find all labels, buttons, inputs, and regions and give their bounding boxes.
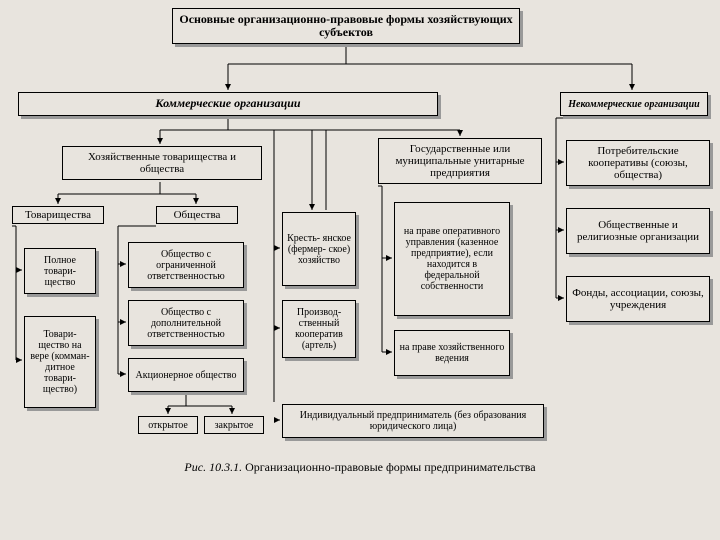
node-partnerships: Товарищества <box>12 206 104 224</box>
caption-prefix: Рис. 10.3.1. <box>184 460 245 474</box>
node-state-unitary: Государственные или муниципальные унитар… <box>378 138 542 184</box>
node-llc: Общество с ограниченной ответственностью <box>128 242 244 288</box>
node-economic-mgmt: на праве хозяйственного ведения <box>394 330 510 376</box>
node-faith-partnership: Товари- щество на вере (комман- дитное т… <box>24 316 96 408</box>
node-open: открытое <box>138 416 198 434</box>
node-partnerships-societies: Хозяйственные товарищества и общества <box>62 146 262 180</box>
node-societies: Общества <box>156 206 238 224</box>
connectors <box>0 0 720 540</box>
node-funds: Фонды, ассоциации, союзы, учреждения <box>566 276 710 322</box>
figure-caption: Рис. 10.3.1. Организационно-правовые фор… <box>0 460 720 475</box>
node-individual: Индивидуальный предприниматель (без обра… <box>282 404 544 438</box>
node-noncommercial: Некоммерческие организации <box>560 92 708 116</box>
node-production-coop: Производ- ственный кооператив (артель) <box>282 300 356 358</box>
node-public-religious: Общественные и религиозные организации <box>566 208 710 254</box>
node-full-partnership: Полное товари- щество <box>24 248 96 294</box>
node-operational-mgmt: на праве оперативного управления (казенн… <box>394 202 510 316</box>
caption-text: Организационно-правовые формы предприним… <box>245 460 536 474</box>
node-closed: закрытое <box>204 416 264 434</box>
node-additional: Общество с дополнительной ответственност… <box>128 300 244 346</box>
node-root: Основные организационно-правовые формы х… <box>172 8 520 44</box>
node-peasant: Кресть- янское (фермер- ское) хозяйство <box>282 212 356 286</box>
node-joint-stock: Акционерное общество <box>128 358 244 392</box>
node-commercial: Коммерческие организации <box>18 92 438 116</box>
node-consumer-coop: Потребительские кооперативы (союзы, обще… <box>566 140 710 186</box>
